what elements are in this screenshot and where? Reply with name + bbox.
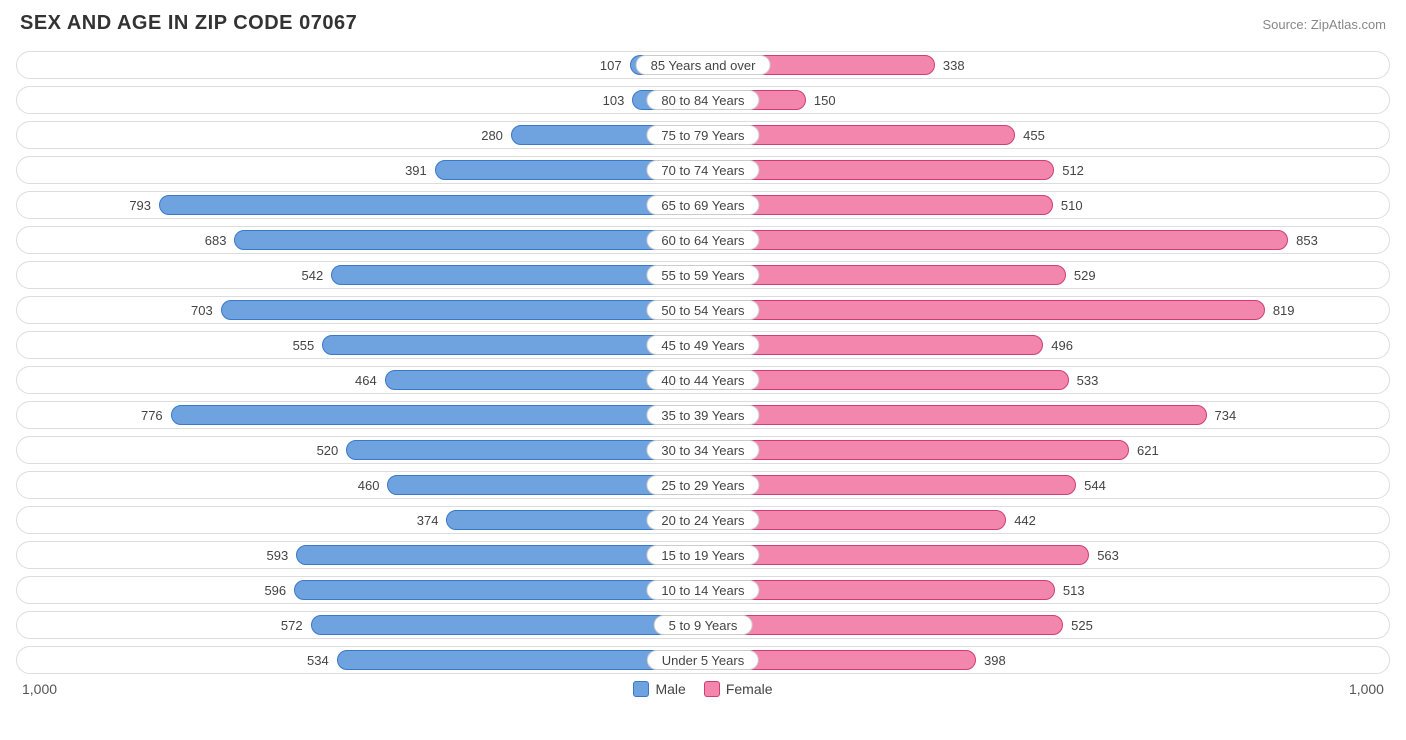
- bar-row: 776 734 35 to 39 Years: [16, 401, 1390, 429]
- category-label: 55 to 59 Years: [646, 265, 759, 285]
- female-bar: [703, 615, 1063, 635]
- category-label: 70 to 74 Years: [646, 160, 759, 180]
- axis-label-left: 1,000: [22, 681, 57, 697]
- male-bar: [311, 615, 703, 635]
- legend-swatch-female: [704, 681, 720, 697]
- female-value-label: 734: [1207, 402, 1267, 428]
- male-value-label: 542: [271, 262, 331, 288]
- legend: Male Female: [633, 681, 772, 697]
- category-label: 5 to 9 Years: [654, 615, 753, 635]
- bar-row: 374 442 20 to 24 Years: [16, 506, 1390, 534]
- chart-header: SEX AND AGE IN ZIP CODE 07067 Source: Zi…: [16, 12, 1390, 35]
- bar-row: 460 544 25 to 29 Years: [16, 471, 1390, 499]
- legend-item-male: Male: [633, 681, 685, 697]
- female-value-label: 442: [1006, 507, 1066, 533]
- male-bar: [221, 300, 703, 320]
- female-bar: [703, 230, 1288, 250]
- female-value-label: 621: [1129, 437, 1189, 463]
- bar-row: 520 621 30 to 34 Years: [16, 436, 1390, 464]
- female-value-label: 544: [1076, 472, 1136, 498]
- category-label: 60 to 64 Years: [646, 230, 759, 250]
- bar-row: 572 525 5 to 9 Years: [16, 611, 1390, 639]
- bar-row: 793 510 65 to 69 Years: [16, 191, 1390, 219]
- legend-label-male: Male: [655, 681, 685, 697]
- category-label: Under 5 Years: [647, 650, 759, 670]
- male-value-label: 464: [325, 367, 385, 393]
- chart-source: Source: ZipAtlas.com: [1262, 17, 1386, 32]
- chart-footer: 1,000 Male Female 1,000: [16, 681, 1390, 697]
- bar-row: 683 853 60 to 64 Years: [16, 226, 1390, 254]
- chart-area: 107 338 85 Years and over103 150 80 to 84 Ye…: [16, 51, 1390, 674]
- female-value-label: 338: [935, 52, 995, 78]
- bar-row: 555 496 45 to 49 Years: [16, 331, 1390, 359]
- male-bar: [159, 195, 703, 215]
- female-value-label: 398: [976, 647, 1036, 673]
- male-bar: [294, 580, 703, 600]
- category-label: 15 to 19 Years: [646, 545, 759, 565]
- category-label: 45 to 49 Years: [646, 335, 759, 355]
- female-bar: [703, 545, 1089, 565]
- bar-row: 391 512 70 to 74 Years: [16, 156, 1390, 184]
- female-value-label: 512: [1054, 157, 1114, 183]
- male-value-label: 596: [234, 577, 294, 603]
- category-label: 30 to 34 Years: [646, 440, 759, 460]
- male-value-label: 460: [327, 472, 387, 498]
- female-value-label: 150: [806, 87, 866, 113]
- category-label: 80 to 84 Years: [646, 90, 759, 110]
- bar-row: 593 563 15 to 19 Years: [16, 541, 1390, 569]
- male-value-label: 683: [174, 227, 234, 253]
- category-label: 50 to 54 Years: [646, 300, 759, 320]
- bar-row: 107 338 85 Years and over: [16, 51, 1390, 79]
- male-value-label: 391: [375, 157, 435, 183]
- bar-row: 103 150 80 to 84 Years: [16, 86, 1390, 114]
- category-label: 75 to 79 Years: [646, 125, 759, 145]
- category-label: 20 to 24 Years: [646, 510, 759, 530]
- male-value-label: 534: [277, 647, 337, 673]
- male-value-label: 280: [451, 122, 511, 148]
- category-label: 65 to 69 Years: [646, 195, 759, 215]
- female-bar: [703, 440, 1129, 460]
- female-value-label: 853: [1288, 227, 1348, 253]
- male-value-label: 520: [286, 437, 346, 463]
- category-label: 35 to 39 Years: [646, 405, 759, 425]
- legend-item-female: Female: [704, 681, 773, 697]
- male-value-label: 107: [570, 52, 630, 78]
- bar-row: 596 513 10 to 14 Years: [16, 576, 1390, 604]
- category-label: 85 Years and over: [636, 55, 771, 75]
- male-bar: [234, 230, 703, 250]
- male-value-label: 555: [262, 332, 322, 358]
- male-value-label: 374: [386, 507, 446, 533]
- female-value-label: 455: [1015, 122, 1075, 148]
- male-value-label: 103: [572, 87, 632, 113]
- female-bar: [703, 405, 1207, 425]
- bar-row: 542 529 55 to 59 Years: [16, 261, 1390, 289]
- legend-label-female: Female: [726, 681, 773, 697]
- female-value-label: 496: [1043, 332, 1103, 358]
- bar-row: 534 398 Under 5 Years: [16, 646, 1390, 674]
- male-value-label: 703: [161, 297, 221, 323]
- bar-row: 703 819 50 to 54 Years: [16, 296, 1390, 324]
- category-label: 10 to 14 Years: [646, 580, 759, 600]
- male-bar: [171, 405, 703, 425]
- male-value-label: 593: [236, 542, 296, 568]
- female-value-label: 533: [1069, 367, 1129, 393]
- category-label: 25 to 29 Years: [646, 475, 759, 495]
- male-value-label: 793: [99, 192, 159, 218]
- bar-row: 464 533 40 to 44 Years: [16, 366, 1390, 394]
- chart-title: SEX AND AGE IN ZIP CODE 07067: [20, 12, 357, 35]
- male-value-label: 776: [111, 402, 171, 428]
- male-value-label: 572: [251, 612, 311, 638]
- bar-row: 280 455 75 to 79 Years: [16, 121, 1390, 149]
- female-value-label: 529: [1066, 262, 1126, 288]
- category-label: 40 to 44 Years: [646, 370, 759, 390]
- female-value-label: 510: [1053, 192, 1113, 218]
- female-value-label: 513: [1055, 577, 1115, 603]
- female-value-label: 563: [1089, 542, 1149, 568]
- female-bar: [703, 300, 1265, 320]
- female-value-label: 525: [1063, 612, 1123, 638]
- female-value-label: 819: [1265, 297, 1325, 323]
- axis-label-right: 1,000: [1349, 681, 1384, 697]
- male-bar: [296, 545, 703, 565]
- legend-swatch-male: [633, 681, 649, 697]
